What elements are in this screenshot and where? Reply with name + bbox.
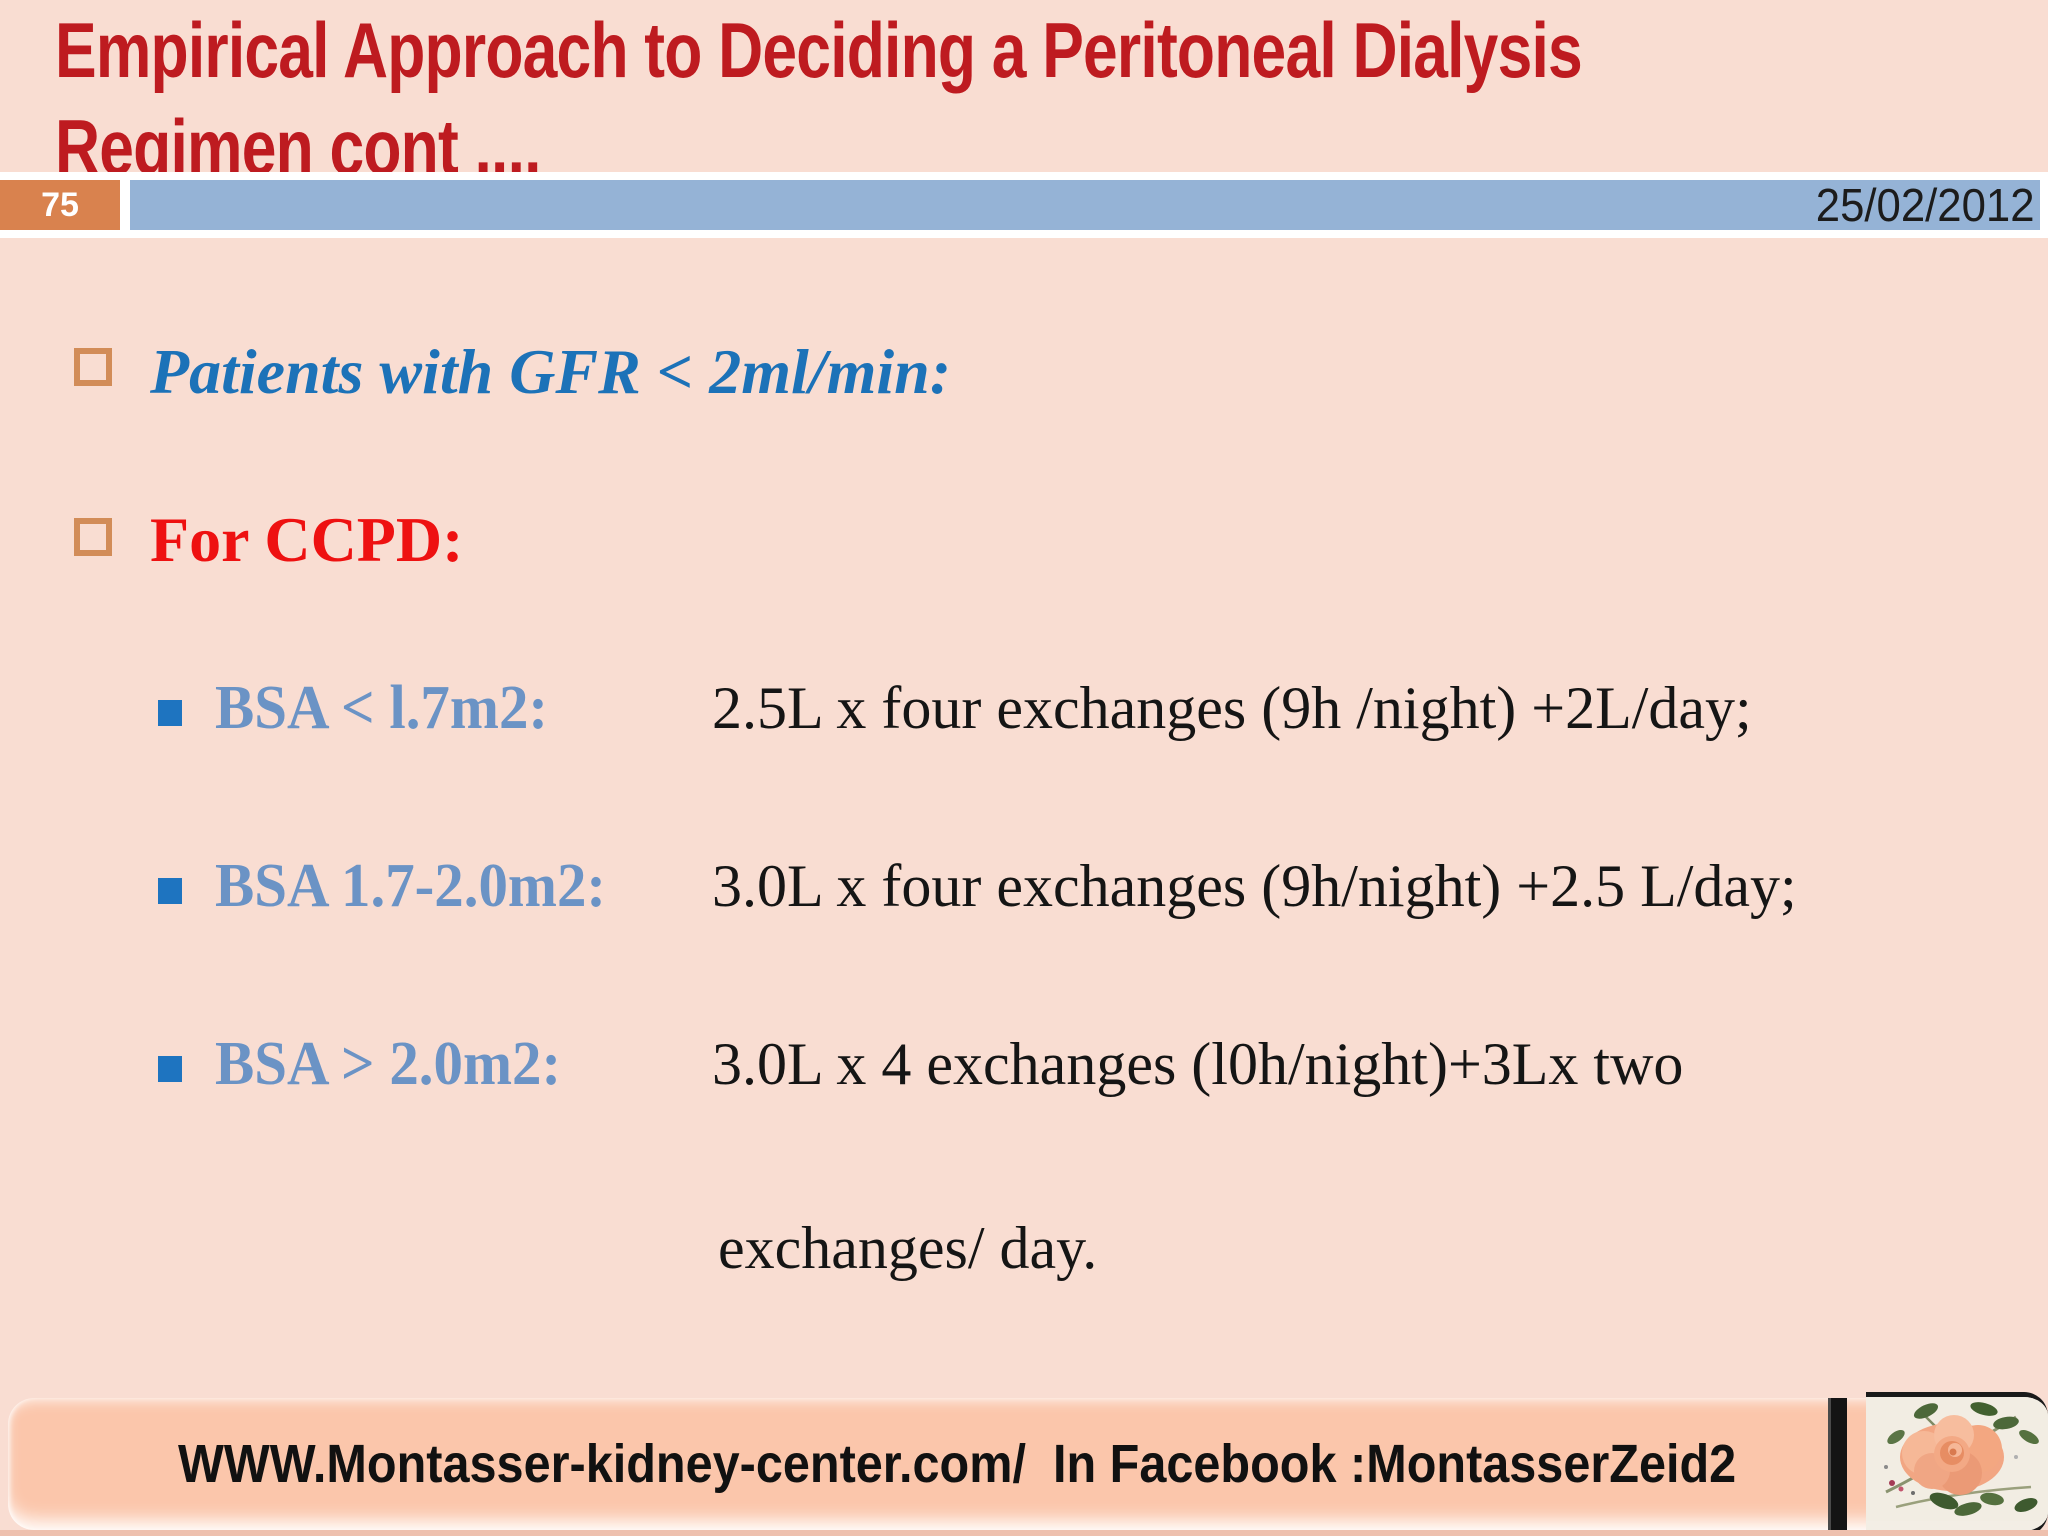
bsa-range-label: BSA > 2.0m2: [215,1030,562,1098]
sub-bullet-row: BSA > 2.0m2: 3.0L x 4 exchanges (l0h/nig… [0,1022,2048,1112]
peach-rose-illustration [1866,1397,2048,1521]
bullet-gfr-text: Patients with GFR < 2ml/min: [150,336,952,407]
bullet-ccpd-text: For CCPD: [150,504,464,575]
slide-number-badge: 75 [0,180,120,230]
solid-square-bullet-icon [158,878,182,904]
bullet-row-ccpd: For CCPD: [0,498,2048,588]
meta-strip: 75 25/02/2012 [0,172,2048,238]
slide-title: Empirical Approach to Deciding a Periton… [55,2,2015,196]
footer-text: WWW.Montasser-kidney-center.com/ In Face… [178,1434,1737,1494]
rose-image [1866,1392,2048,1536]
sub-bullet-row: BSA < l.7m2: 2.5L x four exchanges (9h /… [0,666,2048,756]
date-text: 25/02/2012 [1815,179,2035,231]
date-bar: 25/02/2012 [130,179,2040,231]
bsa-regimen-description: 3.0L x 4 exchanges (l0h/night)+3Lx two [712,1031,1684,1097]
bsa-range-label: BSA 1.7-2.0m2: [215,852,607,920]
footer-bar: WWW.Montasser-kidney-center.com/ In Face… [8,1398,2040,1530]
slide-number: 75 [41,185,79,224]
title-line-1: Empirical Approach to Deciding a Periton… [55,6,1583,94]
solid-square-bullet-icon [158,700,182,726]
continuation-row: exchanges/ day. [0,1206,2048,1296]
slide-bottom-edge [0,1530,2048,1536]
footer-divider [1828,1398,1847,1530]
solid-square-bullet-icon [158,1056,182,1082]
hollow-square-bullet-icon [74,348,112,386]
sub-bullet-row: BSA 1.7-2.0m2: 3.0L x four exchanges (9h… [0,844,2048,934]
continuation-text: exchanges/ day. [718,1215,1098,1281]
bsa-regimen-description: 3.0L x four exchanges (9h/night) +2.5 L/… [712,853,1797,919]
hollow-square-bullet-icon [74,518,112,556]
bullet-row-gfr: Patients with GFR < 2ml/min: [0,330,2048,420]
bsa-range-label: BSA < l.7m2: [215,674,549,742]
bsa-regimen-description: 2.5L x four exchanges (9h /night) +2L/da… [712,675,1752,741]
